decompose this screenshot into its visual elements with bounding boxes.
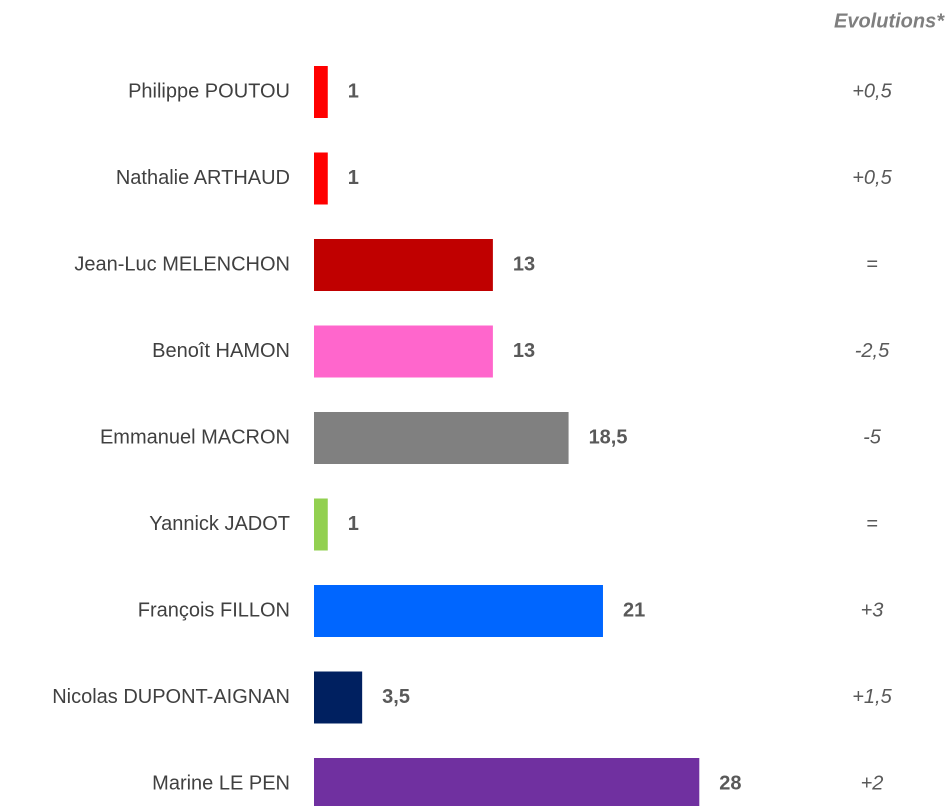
evolution: = xyxy=(866,513,878,535)
bar xyxy=(314,412,569,464)
evolution: -2,5 xyxy=(855,340,890,362)
evolution: +1,5 xyxy=(852,686,892,708)
value-label: 18,5 xyxy=(589,426,628,448)
category-label: Nathalie ARTHAUD xyxy=(116,167,290,189)
category-label: Yannick JADOT xyxy=(149,513,290,535)
evolution: +0,5 xyxy=(852,167,892,189)
value-label: 13 xyxy=(513,253,535,275)
bar xyxy=(314,498,328,551)
category-label: Emmanuel MACRON xyxy=(100,426,290,448)
category-label: Philippe POUTOU xyxy=(128,80,290,102)
category-label: Marine LE PEN xyxy=(152,772,290,794)
category-label: François FILLON xyxy=(138,599,290,621)
value-label: 3,5 xyxy=(382,686,410,708)
evolution: -5 xyxy=(863,426,882,448)
bar xyxy=(314,325,493,378)
evolution: +3 xyxy=(861,599,884,621)
evolution: = xyxy=(866,253,878,275)
value-label: 1 xyxy=(348,513,359,535)
value-label: 13 xyxy=(513,340,535,362)
evolution: +2 xyxy=(861,772,884,794)
bar xyxy=(314,152,328,205)
value-label: 1 xyxy=(348,167,359,189)
bar xyxy=(314,66,328,118)
category-label: Benoît HAMON xyxy=(152,340,290,362)
bar xyxy=(314,585,603,637)
bar xyxy=(314,239,493,291)
value-label: 21 xyxy=(623,599,645,621)
category-label: Nicolas DUPONT-AIGNAN xyxy=(52,686,290,708)
bar xyxy=(314,671,363,724)
category-label: Jean-Luc MELENCHON xyxy=(74,253,290,275)
value-label: 28 xyxy=(719,772,741,794)
value-label: 1 xyxy=(348,80,359,102)
evolution: +0,5 xyxy=(852,80,892,102)
bar xyxy=(314,758,700,806)
evolutions-title: Evolutions* xyxy=(834,10,945,32)
